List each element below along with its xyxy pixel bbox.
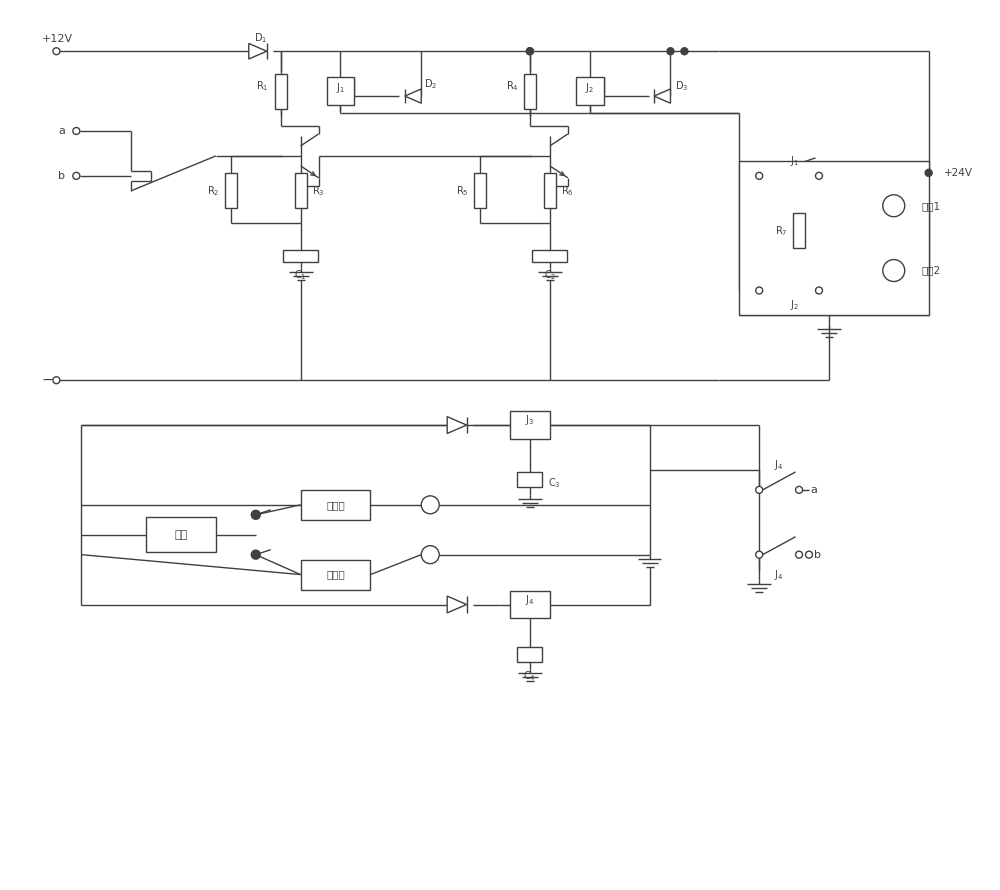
Text: R$_2$: R$_2$ — [207, 184, 219, 198]
Circle shape — [806, 551, 813, 558]
Circle shape — [681, 48, 688, 54]
Text: C$_3$: C$_3$ — [548, 476, 561, 490]
Circle shape — [73, 127, 80, 134]
Text: R$_4$: R$_4$ — [506, 79, 518, 93]
Circle shape — [883, 195, 905, 216]
Text: J$_3$: J$_3$ — [525, 413, 535, 427]
Text: D$_2$: D$_2$ — [424, 77, 437, 91]
Bar — [576, 77, 604, 105]
Circle shape — [53, 376, 60, 384]
Circle shape — [756, 486, 763, 493]
Text: R$_5$: R$_5$ — [456, 184, 468, 198]
Text: 电机1: 电机1 — [922, 201, 941, 211]
Bar — [739, 161, 929, 315]
Circle shape — [816, 287, 822, 294]
Text: b: b — [58, 171, 65, 181]
Bar — [275, 74, 287, 109]
Circle shape — [883, 260, 905, 281]
Bar — [510, 411, 550, 439]
Polygon shape — [447, 417, 467, 433]
Text: R$_7$: R$_7$ — [775, 223, 787, 238]
Circle shape — [756, 287, 763, 294]
Text: J$_4$: J$_4$ — [774, 568, 784, 581]
Circle shape — [526, 48, 533, 54]
Text: C$_2$: C$_2$ — [544, 269, 556, 282]
Circle shape — [667, 48, 674, 54]
Bar — [510, 591, 550, 619]
Text: C$_4$: C$_4$ — [523, 669, 536, 684]
Bar — [283, 249, 318, 262]
Circle shape — [756, 173, 763, 179]
Text: +24V: +24V — [944, 168, 973, 178]
Circle shape — [251, 550, 260, 559]
Text: J$_1$: J$_1$ — [336, 81, 345, 95]
Circle shape — [526, 48, 533, 54]
Text: R$_1$: R$_1$ — [256, 79, 269, 93]
Circle shape — [421, 546, 439, 563]
Text: −: − — [41, 373, 53, 387]
Text: a: a — [811, 485, 817, 495]
Text: J$_2$: J$_2$ — [585, 81, 594, 95]
Circle shape — [53, 48, 60, 54]
Bar — [544, 174, 556, 208]
Polygon shape — [405, 89, 421, 103]
Bar — [327, 77, 354, 105]
Bar — [301, 490, 370, 520]
Circle shape — [756, 551, 763, 558]
Circle shape — [796, 486, 803, 493]
Text: +12V: +12V — [41, 35, 73, 44]
Bar — [474, 174, 486, 208]
Bar — [793, 214, 805, 248]
Text: C$_1$: C$_1$ — [294, 269, 307, 282]
Text: 电机2: 电机2 — [922, 265, 941, 276]
Circle shape — [251, 510, 260, 519]
Text: b: b — [814, 550, 821, 560]
Bar — [301, 560, 370, 589]
Bar — [517, 647, 542, 662]
Bar — [295, 174, 307, 208]
Circle shape — [925, 169, 932, 176]
Bar — [225, 174, 237, 208]
Text: a: a — [58, 126, 65, 136]
Circle shape — [73, 173, 80, 179]
Polygon shape — [447, 596, 467, 613]
Text: R$_3$: R$_3$ — [312, 184, 325, 198]
Bar — [517, 473, 542, 488]
Text: J$_4$: J$_4$ — [774, 458, 784, 472]
Text: D$_3$: D$_3$ — [675, 79, 688, 93]
Polygon shape — [654, 89, 670, 103]
Text: J$_1$: J$_1$ — [790, 154, 799, 168]
Text: 右转向: 右转向 — [326, 570, 345, 579]
Text: 左转向: 左转向 — [326, 500, 345, 510]
Text: R$_6$: R$_6$ — [561, 184, 574, 198]
Circle shape — [421, 496, 439, 514]
Text: 闪光: 闪光 — [174, 530, 188, 539]
Bar — [532, 249, 567, 262]
Polygon shape — [249, 44, 267, 59]
Text: J$_4$: J$_4$ — [525, 593, 535, 606]
Circle shape — [796, 551, 803, 558]
Circle shape — [816, 173, 822, 179]
Text: J$_2$: J$_2$ — [790, 298, 799, 312]
Text: D$_1$: D$_1$ — [254, 31, 267, 45]
Bar — [524, 74, 536, 109]
Bar — [146, 517, 216, 552]
